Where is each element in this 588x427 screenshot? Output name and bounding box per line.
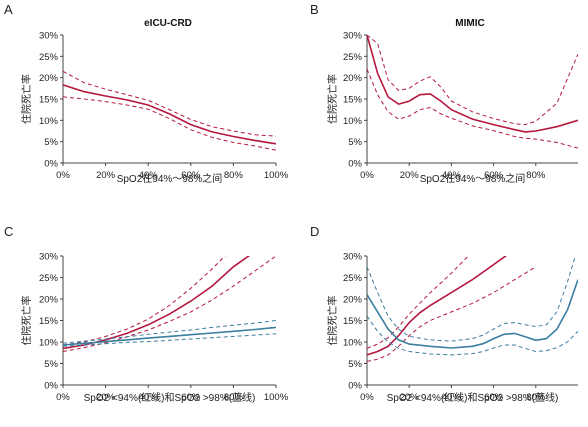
panel-b-red-ci-upper: [367, 35, 578, 126]
panel-b-xtick-label: 40%: [442, 170, 462, 181]
panel-c-ytick-label: 30%: [39, 252, 59, 263]
panel-c-blue-ci-upper: [63, 320, 276, 344]
panel-c-xtick-label: 0%: [56, 392, 70, 403]
panel-a-ytick-label: 25%: [39, 52, 59, 63]
panel-d-ytick-label: 10%: [343, 338, 363, 349]
panel-d-ytick-label: 25%: [343, 273, 363, 284]
panel-c-ytick-label: 15%: [39, 316, 59, 327]
panel-a-x-label: SpO2在94%～98%之间: [117, 172, 223, 185]
panel-b-plot: 0% 5% 10% 15% 20% 25% 30% 0% 20% 40% 60% 80%SpO2在94…: [326, 31, 578, 185]
panel-a-xtick-label: 80%: [224, 170, 244, 181]
panel-a-ytick-label: 15%: [39, 95, 59, 106]
panel-c-xtick-label: 60%: [181, 392, 201, 403]
panel-b-ytick-label: 10%: [343, 116, 363, 127]
panel-d-ytick-label: 5%: [348, 359, 362, 370]
panel-d-y-label: 住院死亡率: [326, 296, 339, 346]
panel-c-xtick-label: 100%: [264, 392, 289, 403]
panel-d-ytick-label: 15%: [343, 316, 363, 327]
panel-b: B MIMIC 0% 5% 10% 15% 20% 25% 30% 0% 20% 40% 60% 80…: [310, 2, 578, 185]
panel-a-ytick-label: 0%: [44, 159, 58, 170]
panel-b-xtick-label: 80%: [526, 170, 546, 181]
panel-c-ytick-label: 5%: [44, 359, 58, 370]
panel-d-xtick-label: 40%: [442, 392, 462, 403]
panel-d-red-ci-upper: [367, 256, 469, 349]
panel-a-plot: 0% 5% 10% 15% 20% 25% 30% 0% 20% 40% 60% 80% 100% SpO…: [20, 31, 289, 186]
panel-a: A eICU-CRD 0% 5% 10% 15% 20% 25% 30% 0% 20% 40% 60…: [4, 2, 289, 185]
panel-d-xtick-label: 80%: [526, 392, 546, 403]
panel-b-red-ci-lower: [367, 68, 578, 149]
panel-a-xtick-label: 40%: [139, 170, 159, 181]
panel-c-xtick-label: 40%: [139, 392, 159, 403]
panel-d: D 0% 5% 10% 15% 20% 25% 30% 0% 20% 40% 60% 80%SpO2 …: [310, 224, 578, 404]
panel-b-series-group: [367, 35, 578, 149]
panel-d-plot: 0% 5% 10% 15% 20% 25% 30% 0% 20% 40% 60% 80%SpO2 <9…: [326, 252, 578, 404]
panel-c-x-label: SpO2 <94%(红线)和SpO2 >98%(蓝线): [84, 391, 256, 404]
panel-c: C 0% 5% 10% 15% 20% 25% 30% 0% 20% 40% 60% 80% 100% S…: [4, 224, 289, 404]
panel-b-red-line: [367, 35, 578, 133]
panel-b-ytick-label: 30%: [343, 31, 363, 42]
panel-a-ytick-label: 20%: [39, 73, 59, 84]
panel-b-ytick-label: 0%: [348, 159, 362, 170]
panel-letter-b: B: [310, 2, 319, 17]
panel-b-ytick-label: 25%: [343, 52, 363, 63]
panel-d-red-ci-lower: [367, 266, 537, 362]
panel-c-series-group: [63, 256, 276, 352]
panel-b-title: MIMIC: [455, 18, 484, 29]
panel-c-y-label: 住院死亡率: [20, 296, 33, 346]
panel-a-title: eICU-CRD: [144, 18, 192, 29]
panel-b-x-label: SpO2在94%～98%之间: [420, 172, 526, 185]
panel-b-xtick-label: 0%: [360, 170, 374, 181]
panel-b-ytick-label: 15%: [343, 95, 363, 106]
panel-a-red-ci-upper: [63, 70, 276, 137]
panel-b-xtick-label: 60%: [484, 170, 504, 181]
panel-letter-d: D: [310, 224, 319, 239]
panel-d-blue-line: [367, 279, 578, 349]
panel-c-plot: 0% 5% 10% 15% 20% 25% 30% 0% 20% 40% 60% 80% 100% SpO…: [20, 252, 289, 405]
panel-a-xtick-label: 60%: [181, 170, 201, 181]
panel-d-blue-ci-lower: [367, 315, 578, 356]
panel-c-ytick-label: 25%: [39, 273, 59, 284]
panel-a-xtick-label: 20%: [96, 170, 116, 181]
panel-b-y-label: 住院死亡率: [326, 74, 339, 124]
panel-c-ytick-label: 10%: [39, 338, 59, 349]
panel-c-xtick-label: 20%: [96, 392, 116, 403]
panel-c-ytick-label: 20%: [39, 295, 59, 306]
panel-a-y-label: 住院死亡率: [20, 74, 33, 124]
panel-b-ytick-label: 5%: [348, 137, 362, 148]
panel-d-x-label: SpO2 <94%(红线)和SpO2 >98%(蓝线): [387, 391, 559, 404]
panel-a-xtick-label: 100%: [264, 170, 289, 181]
panel-d-blue-ci-upper: [367, 256, 576, 342]
panel-b-xtick-label: 20%: [400, 170, 420, 181]
panel-a-ytick-label: 5%: [44, 137, 58, 148]
panel-d-ytick-label: 0%: [348, 381, 362, 392]
panel-d-red-line: [367, 256, 507, 356]
panel-letter-c: C: [4, 224, 13, 239]
panel-d-series-group: [367, 256, 578, 362]
panel-d-ytick-label: 30%: [343, 252, 363, 263]
panel-a-red-ci-lower: [63, 96, 276, 151]
panel-c-xtick-label: 80%: [224, 392, 244, 403]
panel-a-xtick-label: 0%: [56, 170, 70, 181]
panel-d-xtick-label: 60%: [484, 392, 504, 403]
panel-d-xtick-label: 0%: [360, 392, 374, 403]
panel-c-ytick-label: 0%: [44, 381, 58, 392]
panel-c-red-ci-upper: [63, 256, 226, 346]
panel-d-xtick-label: 20%: [400, 392, 420, 403]
panel-c-blue-line: [63, 326, 276, 346]
panel-a-ytick-label: 10%: [39, 116, 59, 127]
panel-a-series-group: [63, 70, 276, 151]
panel-a-ytick-label: 30%: [39, 31, 59, 42]
panel-b-ytick-label: 20%: [343, 73, 363, 84]
panel-c-red-line: [63, 256, 251, 350]
panel-letter-a: A: [4, 2, 13, 17]
panel-d-ytick-label: 20%: [343, 295, 363, 306]
panel-a-red-line: [63, 84, 276, 145]
panel-c-blue-ci-lower: [63, 333, 276, 347]
